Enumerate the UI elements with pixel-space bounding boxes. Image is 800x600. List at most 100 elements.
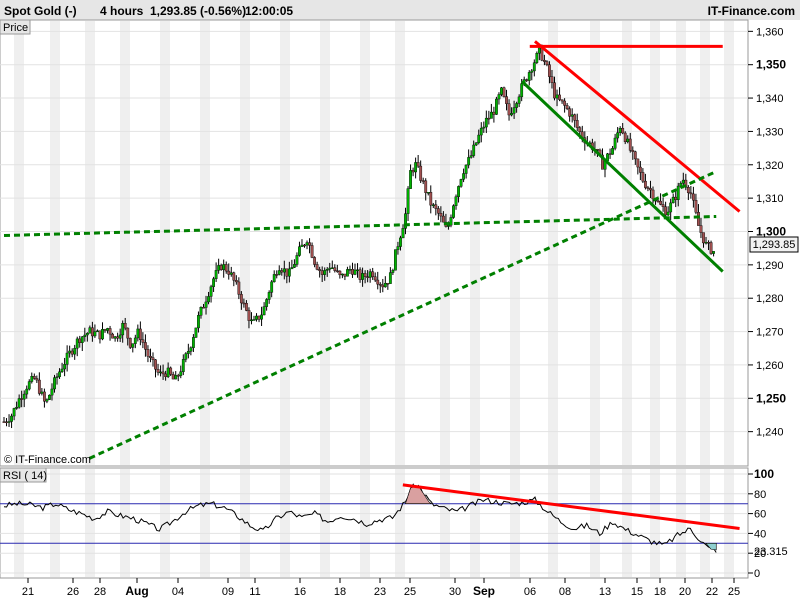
price-trendline[interactable]	[88, 170, 717, 460]
timeframe-label[interactable]: 4 hours	[100, 4, 144, 18]
price-trendline[interactable]	[520, 80, 724, 273]
candle-up	[184, 353, 188, 360]
candle-down	[439, 212, 443, 217]
price-y-tick-label: 1,290	[756, 260, 784, 272]
candle-down	[37, 379, 41, 394]
candle-up	[510, 113, 513, 116]
candle-down	[674, 196, 678, 200]
candle-down	[237, 281, 241, 295]
rsi-y-tick-label: 40	[754, 528, 766, 540]
candle-up	[262, 306, 266, 316]
candle-down	[285, 268, 289, 277]
rsi-panel[interactable]: 0 20 40 60 80 100 RSI ( 14) 23.315	[0, 467, 788, 580]
candle-up	[517, 96, 521, 104]
candle-up	[394, 249, 397, 271]
candle-down	[649, 188, 652, 191]
x-tick-label: 16	[294, 586, 306, 598]
price-panel-tab[interactable]	[0, 19, 31, 35]
price-trendlines[interactable]	[3, 40, 741, 460]
candle-down	[697, 212, 700, 226]
rsi-y-axis: 0 20 40 60 80 100	[748, 467, 774, 580]
candle-down	[659, 200, 662, 205]
week-band	[724, 21, 734, 465]
x-tick-label: 23	[374, 586, 386, 598]
week-band	[510, 21, 520, 465]
candle-up	[323, 270, 327, 275]
price-y-tick-label: 1,310	[756, 193, 784, 205]
price-trendline[interactable]	[3, 214, 717, 237]
rsi-y-tick-label: 20	[754, 548, 766, 560]
candle-down	[351, 269, 354, 275]
candle-down	[128, 337, 132, 348]
candle-up	[197, 315, 200, 329]
candle-up	[467, 157, 471, 166]
price-y-tick-label: 1,320	[756, 160, 784, 172]
price-panel-label: Price	[3, 22, 28, 34]
candle-down	[5, 421, 8, 423]
candle-up	[399, 237, 402, 247]
week-band	[280, 469, 290, 577]
candle-down	[35, 378, 39, 381]
rsi-overbought-area	[405, 485, 433, 504]
candle-down	[146, 349, 150, 357]
candle-down	[169, 367, 173, 375]
price-panel[interactable]: 1,240 1,250 1,260 1,270 1,280 1,290 1,300 1,310…	[0, 19, 799, 467]
rsi-trendline[interactable]	[402, 483, 740, 530]
candle-up	[489, 111, 493, 119]
candle-down	[371, 271, 375, 277]
candle-down	[386, 282, 390, 285]
candle-up	[361, 273, 364, 280]
candle-down	[219, 265, 223, 270]
candle-down	[502, 87, 506, 97]
candle-up	[383, 282, 387, 288]
candle-up	[136, 328, 140, 339]
candle-up	[484, 117, 488, 128]
candle-down	[651, 189, 655, 200]
candle-down	[628, 138, 632, 151]
candle-up	[497, 94, 501, 100]
week-band	[650, 21, 660, 465]
candle-up	[214, 270, 218, 279]
rsi-panel-tab[interactable]	[0, 467, 47, 483]
candle-down	[70, 350, 74, 355]
brand-label: IT-Finance.com	[708, 4, 795, 18]
candle-up	[396, 246, 400, 250]
candle-up	[113, 336, 117, 339]
candle-up	[406, 188, 410, 214]
candle-up	[7, 421, 11, 423]
candle-down	[32, 376, 36, 379]
candle-down	[540, 47, 544, 61]
candle-up	[17, 398, 21, 408]
candle-up	[55, 376, 59, 378]
week-band	[85, 21, 95, 465]
candle-down	[558, 94, 561, 100]
price-y-tick-label: 1,270	[756, 327, 784, 339]
candle-down	[548, 64, 551, 77]
candle-up	[217, 265, 221, 271]
candle-down	[702, 232, 705, 244]
candle-up	[53, 377, 56, 390]
candle-up	[101, 329, 104, 340]
rsi-trendlines[interactable]	[402, 483, 740, 530]
week-band	[320, 469, 330, 577]
candle-down	[78, 338, 82, 343]
candle-up	[356, 269, 359, 271]
candle-up	[348, 269, 352, 271]
candle-up	[404, 213, 407, 229]
price-candles	[2, 44, 715, 429]
candle-up	[340, 273, 344, 276]
candle-down	[363, 273, 367, 277]
price-trendline[interactable]	[533, 40, 741, 213]
candle-up	[537, 47, 541, 54]
x-tick-label: 22	[706, 586, 718, 598]
candle-up	[159, 371, 162, 374]
candle-up	[179, 371, 183, 376]
candle-down	[411, 170, 415, 173]
candle-up	[512, 107, 516, 114]
week-band	[200, 469, 210, 577]
candle-up	[25, 388, 29, 395]
candle-up	[530, 70, 534, 73]
candle-up	[270, 281, 274, 293]
candle-up	[454, 196, 458, 206]
candle-up	[666, 211, 670, 216]
